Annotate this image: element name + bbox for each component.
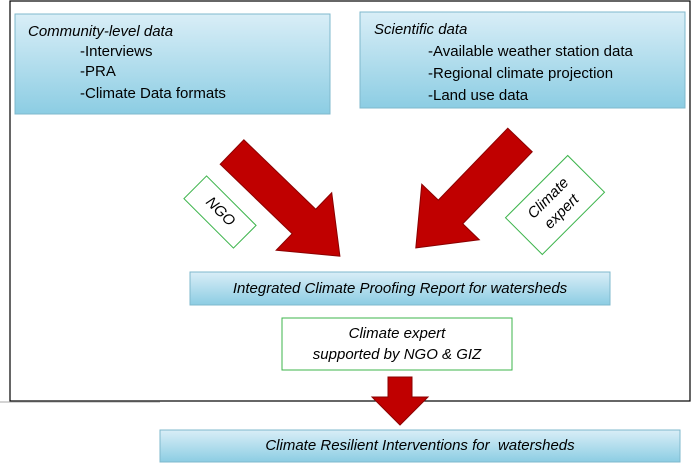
scientific-item: -Available weather station data (428, 43, 634, 60)
community-item: -Interviews (80, 43, 153, 60)
arrow (415, 127, 533, 249)
arrow (219, 139, 341, 257)
frame (9, 0, 691, 402)
report-box (189, 271, 611, 306)
arrow (370, 376, 430, 426)
scientific-item: -Regional climate projection (428, 65, 613, 82)
scientific-box (359, 11, 686, 109)
label-box (183, 175, 257, 249)
outcome-text: Climate Resilient Interventions for wate… (265, 437, 575, 454)
community-item: -PRA (80, 63, 116, 80)
scientific-item: -Land use data (428, 87, 529, 104)
support-box (281, 317, 513, 371)
community-box (14, 13, 331, 115)
report-text: Integrated Climate Proofing Report for w… (233, 280, 568, 297)
community-item: -Climate Data formats (80, 85, 226, 102)
scientific-title: Scientific data (374, 21, 467, 38)
outcome-box (159, 429, 681, 463)
support-text: Climate expert (349, 325, 447, 342)
support-text: supported by NGO & GIZ (313, 346, 482, 363)
community-title: Community-level data (28, 23, 173, 40)
expert-label: Climate expert (504, 154, 606, 256)
label-box (504, 154, 606, 256)
